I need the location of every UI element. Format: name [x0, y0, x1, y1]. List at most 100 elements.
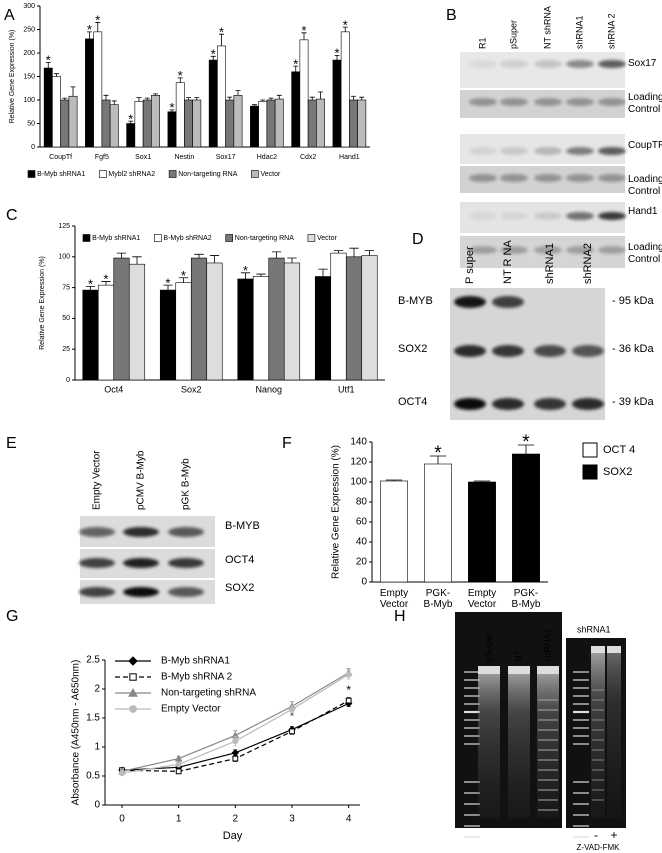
- blot-band: [534, 98, 562, 106]
- bar: [190, 257, 208, 381]
- x-tick-label: Hdac2: [257, 154, 277, 161]
- x-tick-label: Hand1: [339, 154, 360, 161]
- y-tick-label: 2: [94, 684, 100, 695]
- bar: [126, 123, 136, 148]
- y-tick-label: 150: [23, 73, 35, 80]
- blot-band: [454, 296, 486, 308]
- significance-star: *: [128, 111, 133, 126]
- y-tick-label: 140: [350, 437, 367, 448]
- bar: [175, 282, 192, 381]
- error-bar: [163, 284, 173, 291]
- error-bar: [349, 247, 359, 257]
- panel-label: G: [6, 608, 18, 625]
- x-tick-label: Empty Vector: [467, 588, 497, 610]
- error-bar: [219, 33, 224, 46]
- gel-well: [537, 666, 559, 674]
- y-tick-label: 0: [66, 377, 70, 384]
- y-tick-label: 100: [23, 97, 35, 104]
- bar: [128, 263, 146, 381]
- error-bar: [333, 250, 344, 254]
- legend-swatch: [582, 464, 598, 480]
- error-bar: [70, 86, 76, 97]
- y-tick-label: 40: [356, 537, 368, 548]
- blot-band: [534, 174, 562, 182]
- blot-band: [566, 60, 594, 68]
- y-tick-label: 2.5: [86, 655, 100, 666]
- lane-label: NT R NA: [502, 240, 514, 284]
- error-bar: [473, 480, 491, 482]
- blot-band: [123, 527, 159, 537]
- y-tick-label: 0: [31, 144, 35, 151]
- bar: [82, 289, 99, 381]
- bar: [233, 95, 243, 148]
- error-bar: [186, 97, 191, 100]
- y-tick-label: 75: [62, 284, 70, 291]
- bar: [268, 257, 285, 381]
- x-tick-label: Sox2: [181, 384, 202, 394]
- row-label: Loading Control: [628, 174, 662, 197]
- bar: [43, 67, 53, 148]
- marker: [345, 671, 352, 678]
- significance-star: *: [343, 17, 348, 32]
- row-label: Loading Control: [628, 92, 662, 115]
- significance-star: *: [301, 23, 306, 38]
- x-tick-label: Empty Vector: [379, 588, 409, 610]
- row-label: Sox17: [628, 58, 657, 69]
- y-tick-label: 1.5: [86, 713, 100, 724]
- treatment-name: Z-VAD-FMK: [577, 843, 621, 852]
- blot-band: [534, 398, 566, 410]
- lane-label: shRNA1: [544, 243, 556, 284]
- bar: [380, 480, 408, 583]
- error-bar: [144, 97, 150, 100]
- lane-label: pCMV B-Myb: [136, 450, 147, 510]
- error-bar: [342, 26, 348, 32]
- panel-label: F: [282, 435, 292, 452]
- row-label: SOX2: [225, 582, 255, 594]
- x-tick-label: Utf1: [338, 384, 355, 394]
- x-tick-label: Fgf5: [95, 154, 109, 161]
- legend-label: SOX2: [603, 466, 632, 478]
- legend-marker: [129, 673, 137, 681]
- bar: [252, 276, 270, 381]
- marker: [232, 738, 239, 745]
- gel-well: [607, 646, 621, 653]
- bar: [151, 95, 160, 148]
- blot-band: [534, 147, 562, 155]
- bar: [291, 71, 301, 148]
- error-bar: [87, 31, 92, 39]
- x-tick-label: Nanog: [255, 384, 282, 394]
- bar: [250, 105, 259, 148]
- error-bar: [116, 252, 127, 259]
- bar: [142, 99, 152, 148]
- error-bar: [271, 251, 282, 259]
- bar: [93, 31, 103, 148]
- legend-label: B-Myb shRNA1: [37, 171, 85, 178]
- bar: [512, 453, 540, 583]
- bar: [109, 104, 119, 148]
- legend-swatch: [154, 234, 162, 242]
- bar: [208, 59, 218, 148]
- y-tick-label: 0: [94, 800, 100, 811]
- significance-star: *: [178, 68, 183, 83]
- error-bar: [301, 32, 307, 40]
- panel-label: E: [6, 435, 17, 452]
- error-bar: [256, 273, 266, 277]
- significance-star: *: [293, 56, 298, 71]
- error-bar: [240, 272, 251, 279]
- y-tick-label: 100: [350, 477, 367, 488]
- error-bar: [287, 257, 297, 263]
- error-bar: [227, 96, 233, 100]
- marker: [175, 768, 182, 775]
- blot-band: [469, 60, 497, 68]
- bar: [225, 99, 235, 148]
- blot-band: [79, 558, 115, 568]
- y-tick-label: 120: [350, 457, 367, 468]
- blot-band: [500, 246, 528, 254]
- error-bar: [177, 77, 183, 83]
- blot-band: [534, 60, 562, 68]
- row-label: Loading Control: [628, 242, 662, 265]
- significance-star: *: [88, 276, 93, 291]
- bar: [68, 95, 78, 148]
- bar: [340, 31, 350, 148]
